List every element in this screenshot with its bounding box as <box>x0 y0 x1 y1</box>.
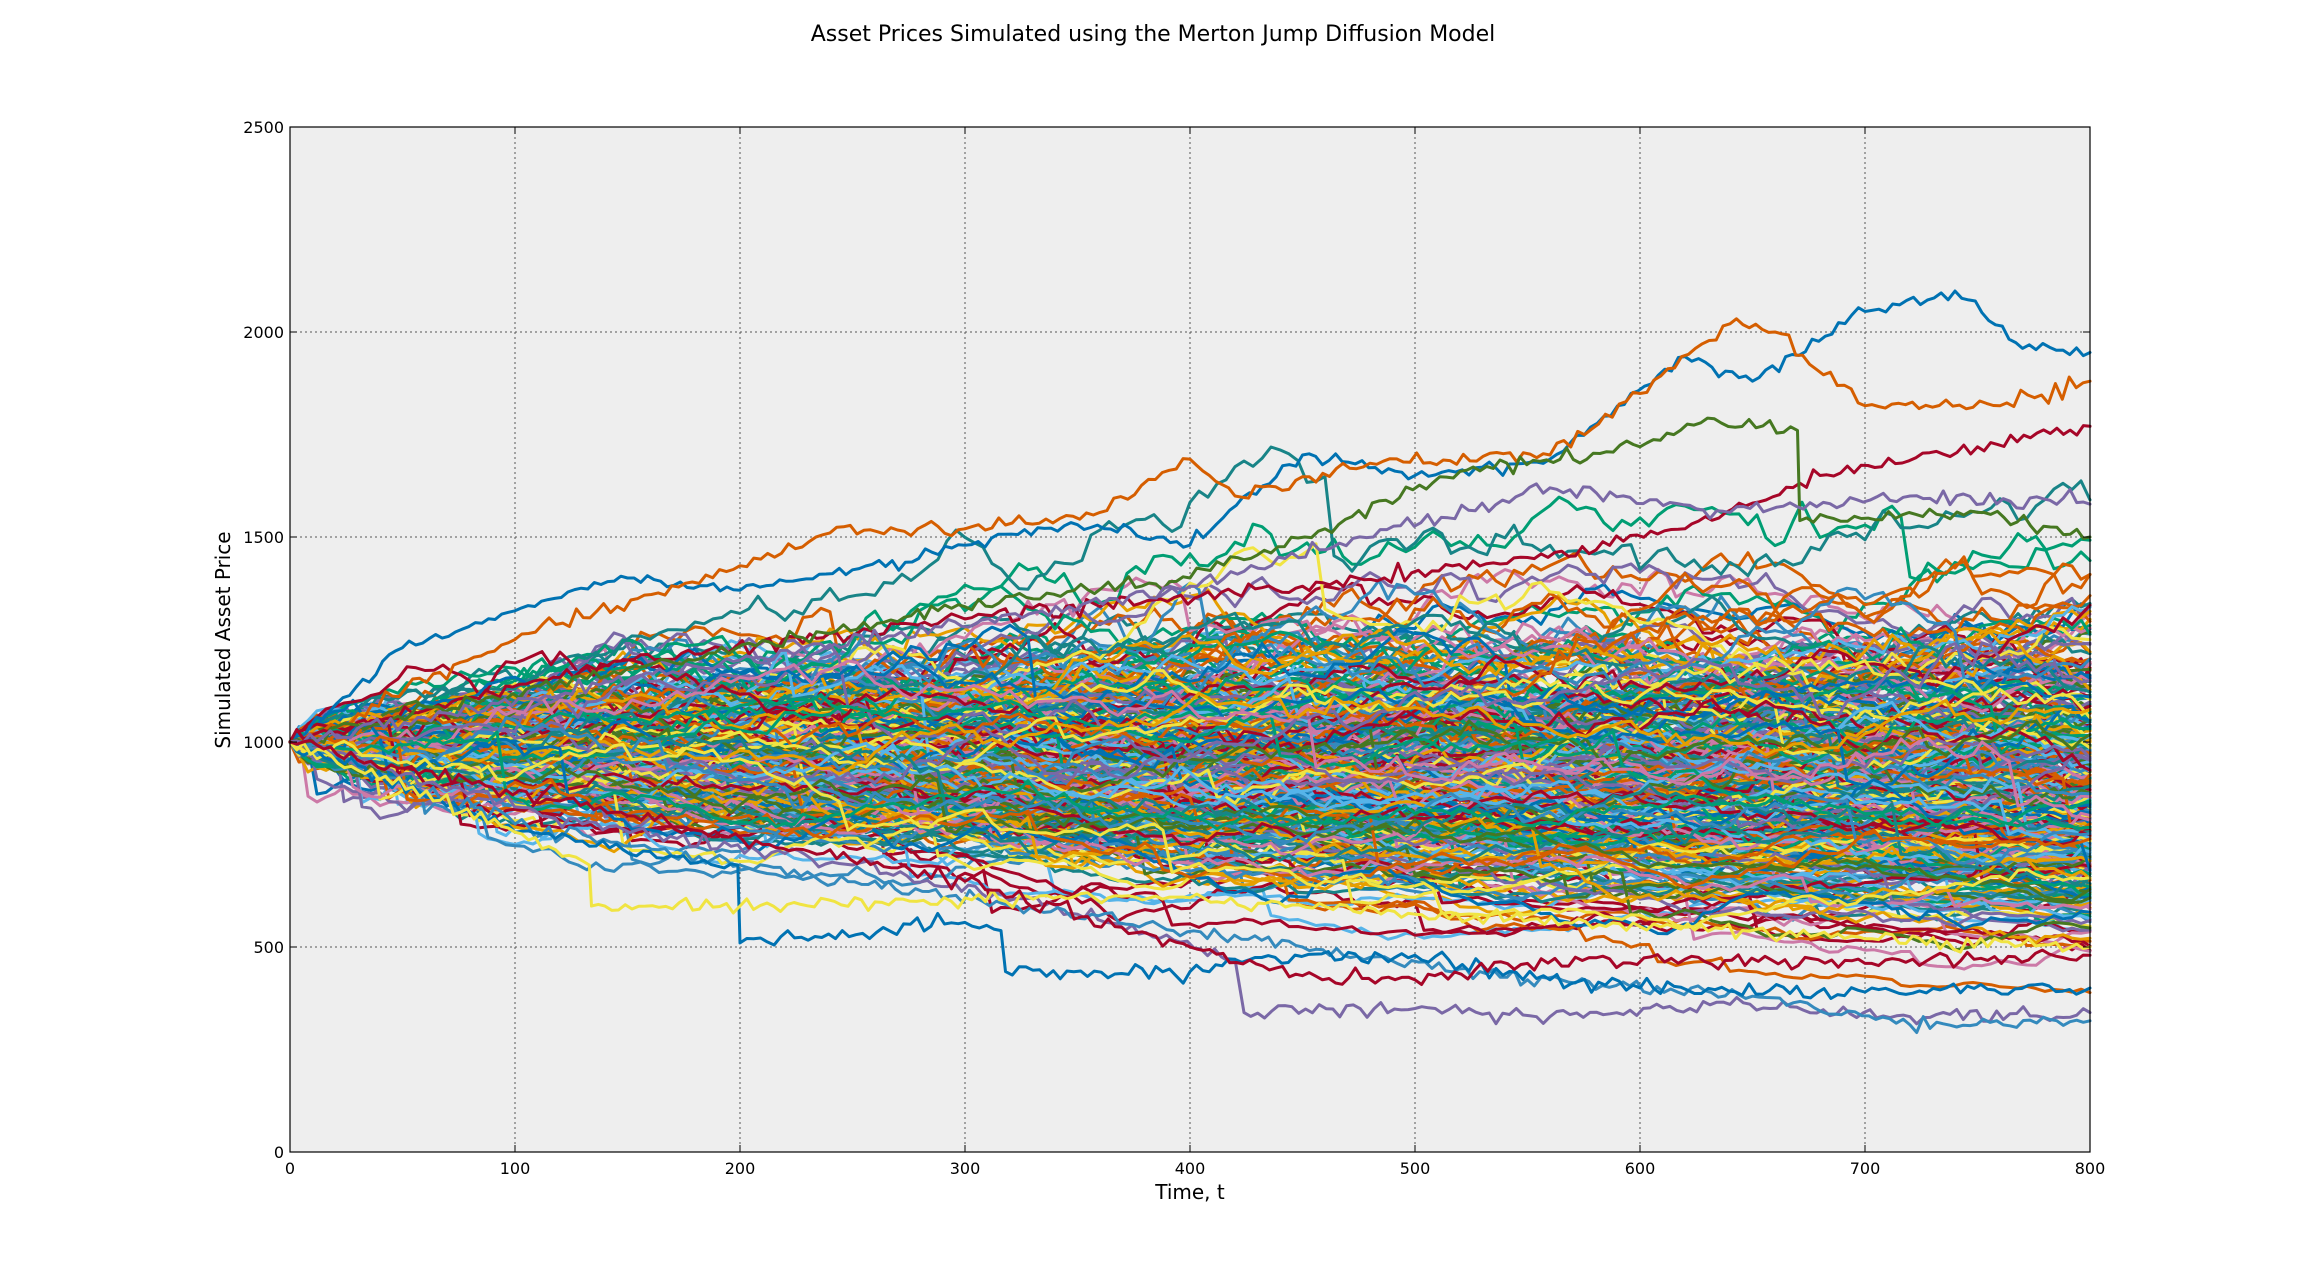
simulated-path <box>288 649 2092 864</box>
simulated-path <box>288 727 2092 888</box>
simulated-path <box>288 719 2092 798</box>
y-tick-label: 2500 <box>243 118 284 137</box>
simulated-path-bundle <box>288 445 2092 995</box>
x-tick-label: 800 <box>2075 1159 2106 1178</box>
x-tick-label: 700 <box>1850 1159 1881 1178</box>
simulated-path <box>288 445 2092 744</box>
highlighted-path <box>288 740 2092 954</box>
x-tick-label: 0 <box>285 1159 295 1178</box>
simulated-path <box>288 716 2092 866</box>
simulated-path <box>288 542 2092 765</box>
chart-title: Asset Prices Simulated using the Merton … <box>811 22 1496 47</box>
simulated-path <box>288 641 2092 784</box>
highlighted-path <box>288 740 2092 1000</box>
simulated-path <box>288 643 2092 786</box>
simulated-path <box>288 718 2092 846</box>
highlighted-path <box>288 740 2092 1034</box>
simulated-path <box>288 709 2092 905</box>
highlighted-path <box>288 416 2092 744</box>
x-tick-label: 500 <box>1400 1159 1431 1178</box>
simulated-path <box>288 495 2092 744</box>
x-tick-label: 600 <box>1625 1159 1656 1178</box>
simulated-path <box>288 672 2092 756</box>
x-tick-label: 400 <box>1175 1159 1206 1178</box>
highlighted-path <box>288 424 2092 744</box>
simulated-path <box>288 689 2092 868</box>
y-axis-label: Simulated Asset Price <box>211 531 235 748</box>
highlighted-path <box>288 289 2092 744</box>
y-tick-label: 500 <box>253 938 284 957</box>
highlighted-path <box>288 738 2092 986</box>
simulated-path <box>288 659 2092 822</box>
simulated-path <box>288 734 2092 829</box>
simulated-path <box>288 729 2092 876</box>
y-tick-label: 0 <box>274 1143 284 1162</box>
simulated-path <box>288 739 2092 929</box>
simulated-path <box>288 734 2092 905</box>
simulated-path <box>288 733 2092 890</box>
simulated-path <box>288 584 2092 744</box>
simulated-path <box>288 736 2092 840</box>
x-tick-label: 200 <box>725 1159 756 1178</box>
grid-lines <box>290 127 2090 1152</box>
y-tick-label: 1500 <box>243 528 284 547</box>
simulated-path <box>288 683 2092 838</box>
simulated-path <box>288 650 2092 772</box>
simulated-path <box>288 689 2092 774</box>
axis-ticks: 0 100 200 300 400 500 600 700 800 0 500 1000 1500 200… <box>243 118 2105 1178</box>
y-tick-label: 1000 <box>243 733 284 752</box>
y-tick-label: 2000 <box>243 323 284 342</box>
highlighted-paths <box>288 289 2092 1034</box>
highlighted-path <box>288 317 2092 744</box>
x-tick-label: 100 <box>500 1159 531 1178</box>
highlighted-path <box>288 482 2092 744</box>
x-axis-label: Time, t <box>1154 1180 1225 1204</box>
x-tick-label: 300 <box>950 1159 981 1178</box>
